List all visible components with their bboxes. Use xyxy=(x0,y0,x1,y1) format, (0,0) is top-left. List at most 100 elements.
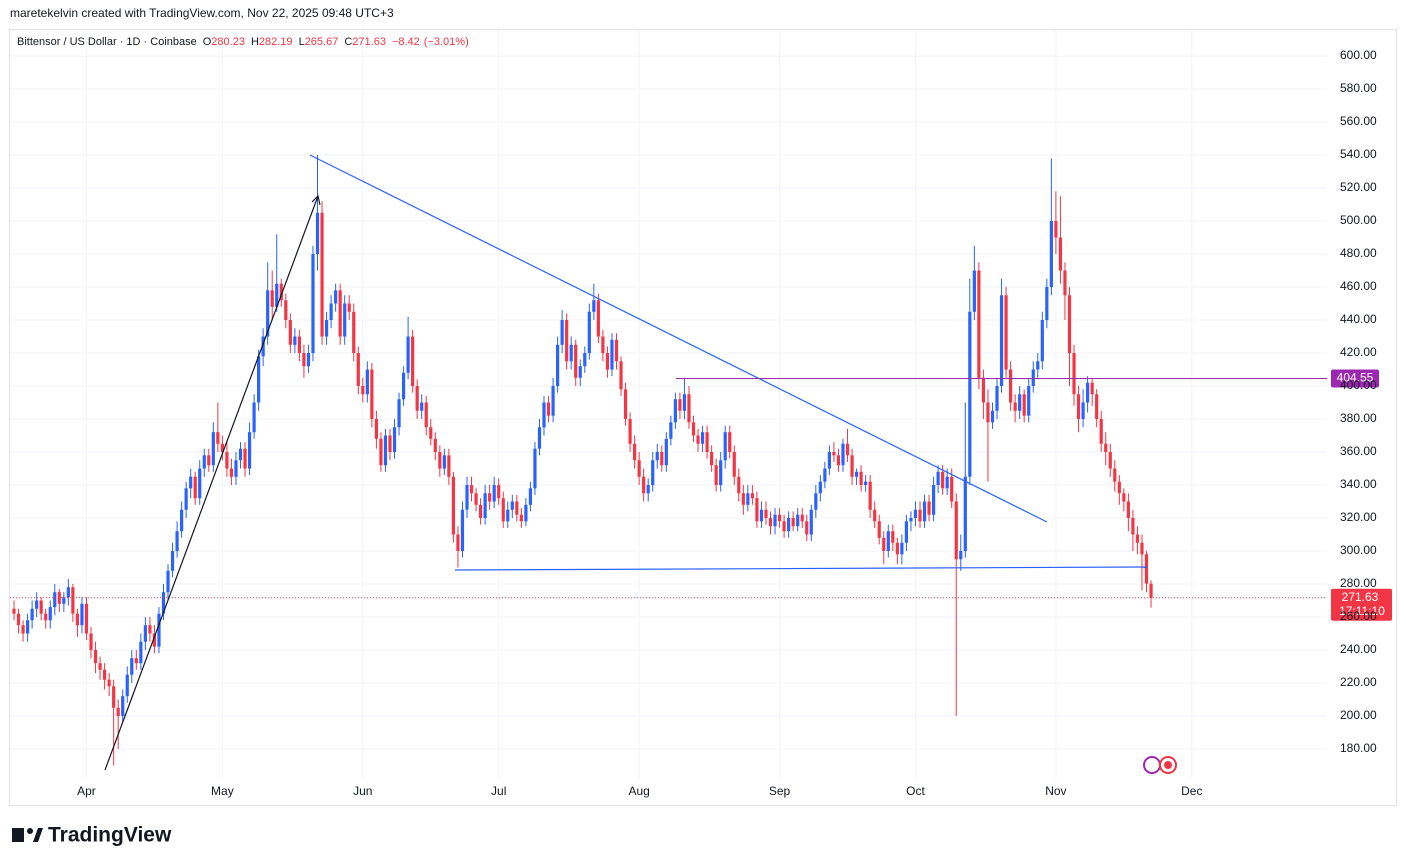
candle-body xyxy=(266,290,270,337)
candle-body xyxy=(619,361,623,390)
candle-body xyxy=(845,443,850,456)
candle-body xyxy=(560,320,564,345)
candle-body xyxy=(519,514,523,522)
candle-body xyxy=(302,353,306,367)
y-tick-label: 520.00 xyxy=(1340,180,1377,194)
candle-body xyxy=(438,452,442,469)
y-tick-label: 240.00 xyxy=(1340,642,1377,656)
candle-body xyxy=(189,476,193,489)
candle-body xyxy=(954,501,958,560)
candle-body xyxy=(116,707,120,716)
candle-body xyxy=(483,493,487,518)
candle-body xyxy=(365,369,369,395)
candle-body xyxy=(533,448,537,489)
candle-body xyxy=(297,336,301,354)
candle-body xyxy=(261,336,265,357)
price-label: 271.63 xyxy=(1342,590,1379,604)
candle-body xyxy=(691,422,696,436)
candle-body xyxy=(556,344,560,387)
y-tick-label: 360.00 xyxy=(1340,444,1377,458)
candle-body xyxy=(628,419,632,444)
logo-mark xyxy=(12,828,24,842)
candle-body xyxy=(451,476,456,535)
candle-body xyxy=(370,369,374,420)
candle-body xyxy=(877,521,881,538)
y-tick-label: 380.00 xyxy=(1340,411,1377,425)
candle-body xyxy=(719,460,723,486)
candle-body xyxy=(184,488,188,510)
candle-body xyxy=(510,501,514,510)
candle-body xyxy=(936,471,940,486)
candle-body xyxy=(551,386,555,416)
candle-body xyxy=(279,283,283,301)
candle-body xyxy=(773,514,777,527)
x-tick-label: Jul xyxy=(491,784,506,798)
x-tick-label: Dec xyxy=(1181,784,1202,798)
legend-text: Bittensor / US Dollar · 1D · Coinbase xyxy=(17,36,197,48)
candle-body xyxy=(1104,443,1108,453)
candle-body xyxy=(827,452,831,469)
candle-body xyxy=(315,212,320,255)
candle-body xyxy=(411,336,415,387)
candle-body xyxy=(1117,481,1121,494)
y-tick-label: 480.00 xyxy=(1340,246,1377,260)
candle-body xyxy=(202,455,206,469)
candle-body xyxy=(492,485,496,502)
candle-body xyxy=(886,531,890,551)
candle-body xyxy=(909,517,913,522)
candle-body xyxy=(868,481,872,510)
y-tick-label: 400.00 xyxy=(1340,378,1377,392)
candle-body xyxy=(515,501,519,515)
candle-body xyxy=(931,485,936,515)
candle-body xyxy=(1013,402,1017,411)
header: maretekelvin created with TradingView.co… xyxy=(10,6,394,20)
candle-body xyxy=(546,402,551,416)
candle-body xyxy=(433,438,437,453)
candle-body xyxy=(442,455,446,469)
candle-body xyxy=(478,504,483,518)
candle-body xyxy=(506,509,510,522)
candle-body xyxy=(220,443,224,453)
candle-body xyxy=(687,394,691,423)
candle-body xyxy=(1049,221,1053,288)
y-tick-label: 420.00 xyxy=(1340,345,1377,359)
candle-body xyxy=(71,587,75,614)
candle-body xyxy=(320,212,324,337)
candle-body xyxy=(913,509,918,518)
candle-body xyxy=(1036,361,1040,370)
candle-body xyxy=(705,432,709,453)
candle-body xyxy=(429,427,433,439)
candle-body xyxy=(524,504,528,522)
candle-body xyxy=(646,485,650,494)
countdown: 17:11:10 xyxy=(1339,604,1385,618)
candle-body xyxy=(1063,270,1067,296)
candle-body xyxy=(891,531,895,543)
candle-body xyxy=(84,603,89,634)
candle-body xyxy=(977,270,981,378)
y-tick-label: 220.00 xyxy=(1340,675,1377,689)
candle-body xyxy=(574,344,578,378)
candle-body xyxy=(374,419,378,439)
candle-body xyxy=(651,460,655,486)
candle-body xyxy=(1022,394,1026,416)
candle-body xyxy=(1076,394,1081,420)
candle-body xyxy=(21,625,25,634)
logo-mark xyxy=(33,828,43,842)
candle-body xyxy=(605,353,610,370)
candle-body xyxy=(175,531,179,551)
candle-body xyxy=(642,476,646,494)
candle-body xyxy=(1058,237,1063,271)
legend-text: L xyxy=(299,36,305,48)
candle-body xyxy=(1149,583,1153,598)
candle-body xyxy=(836,455,841,466)
candle-body xyxy=(1140,542,1144,555)
legend-text: −8.42 xyxy=(392,36,420,48)
candle-body xyxy=(383,435,388,466)
candle-body xyxy=(678,399,682,411)
candle-body xyxy=(918,509,922,522)
candle-body xyxy=(882,537,886,551)
icon xyxy=(1143,756,1161,774)
arrow-head xyxy=(311,194,321,206)
price-label-box xyxy=(1331,588,1392,621)
